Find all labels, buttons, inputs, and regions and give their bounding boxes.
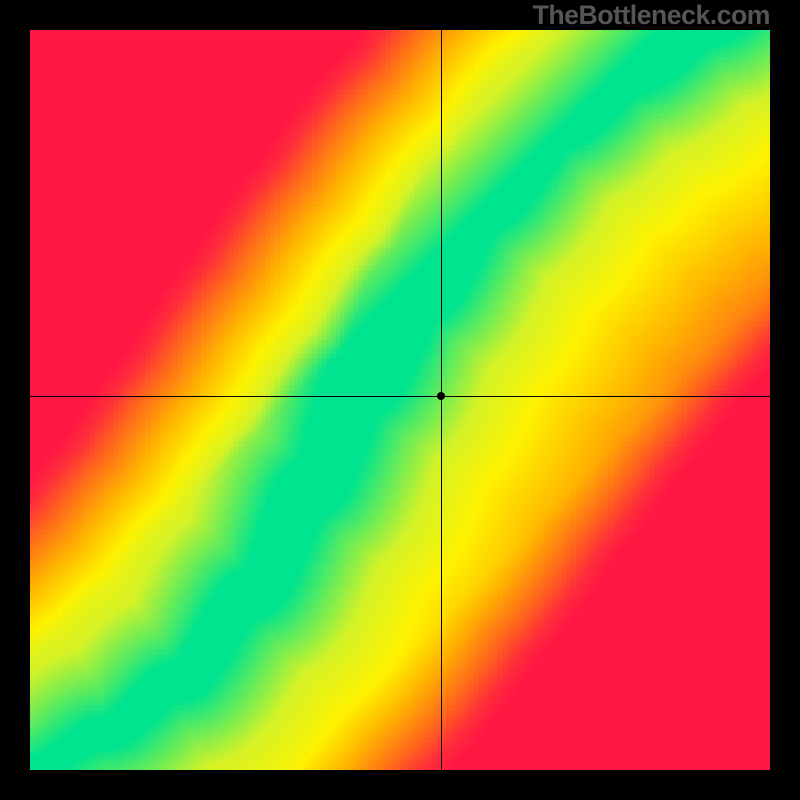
chart-container: TheBottleneck.com <box>0 0 800 800</box>
heatmap-canvas <box>30 30 770 770</box>
watermark-text: TheBottleneck.com <box>533 0 770 31</box>
crosshair-marker <box>437 392 445 400</box>
heatmap-plot <box>30 30 770 770</box>
crosshair-horizontal <box>30 396 770 397</box>
